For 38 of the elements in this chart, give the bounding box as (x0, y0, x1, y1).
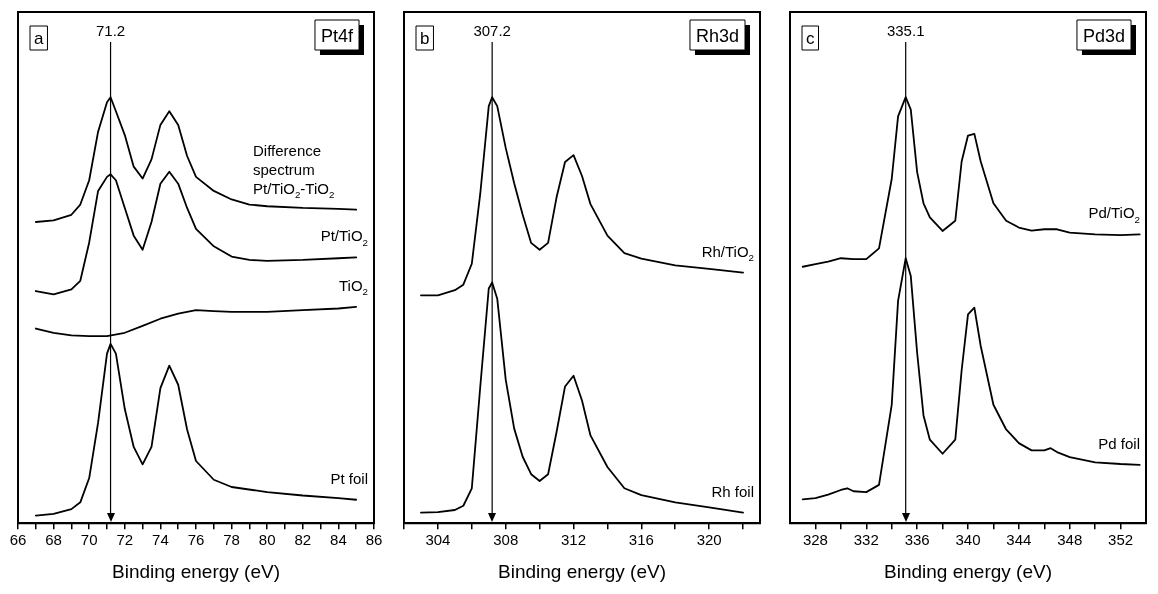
x-tick-label: 72 (116, 531, 134, 549)
x-tick-label: 86 (365, 531, 383, 549)
series-label: Rh foil (711, 482, 755, 500)
x-tick-label: 304 (425, 531, 451, 549)
x-tick-label: 320 (696, 531, 722, 549)
x-tick-label: 308 (493, 531, 519, 549)
x-tick-label: 76 (187, 531, 205, 549)
text: a (34, 29, 44, 48)
x-tick-label: 82 (294, 531, 312, 549)
x-tick-label: 312 (561, 531, 587, 549)
x-tick-label: 80 (258, 531, 276, 549)
x-tick-label: 332 (853, 531, 879, 549)
x-axis-title: Binding energy (eV) (112, 560, 280, 582)
x-tick-label: 66 (9, 531, 27, 549)
text: b (420, 29, 430, 48)
text: Rh3d (695, 26, 739, 46)
x-tick-label: 78 (223, 531, 240, 549)
x-tick-label: 344 (1006, 531, 1032, 549)
text: Pt4f (320, 26, 354, 46)
ref-line-label: 335.1 (886, 22, 925, 39)
x-tick-label: 70 (80, 531, 98, 549)
text: c (806, 29, 815, 48)
series-label: Pt foil (330, 469, 368, 487)
x-tick-label: 68 (45, 531, 62, 549)
ref-line-label: 71.2 (95, 22, 126, 39)
x-tick-label: 74 (152, 531, 169, 549)
x-tick-label: 316 (628, 531, 654, 549)
x-tick-label: 352 (1108, 531, 1134, 549)
x-tick-label: 340 (955, 531, 981, 549)
x-tick-label: 328 (802, 531, 828, 549)
x-tick-label: 84 (330, 531, 347, 549)
x-tick-label: 336 (904, 531, 930, 549)
x-axis-title: Binding energy (eV) (498, 560, 666, 582)
series-label: Pd foil (1098, 434, 1141, 452)
ref-line-label: 307.2 (473, 22, 511, 39)
x-axis-title: Binding energy (eV) (884, 560, 1052, 582)
x-tick-label: 348 (1057, 531, 1083, 549)
text: Pd3d (1082, 26, 1126, 46)
